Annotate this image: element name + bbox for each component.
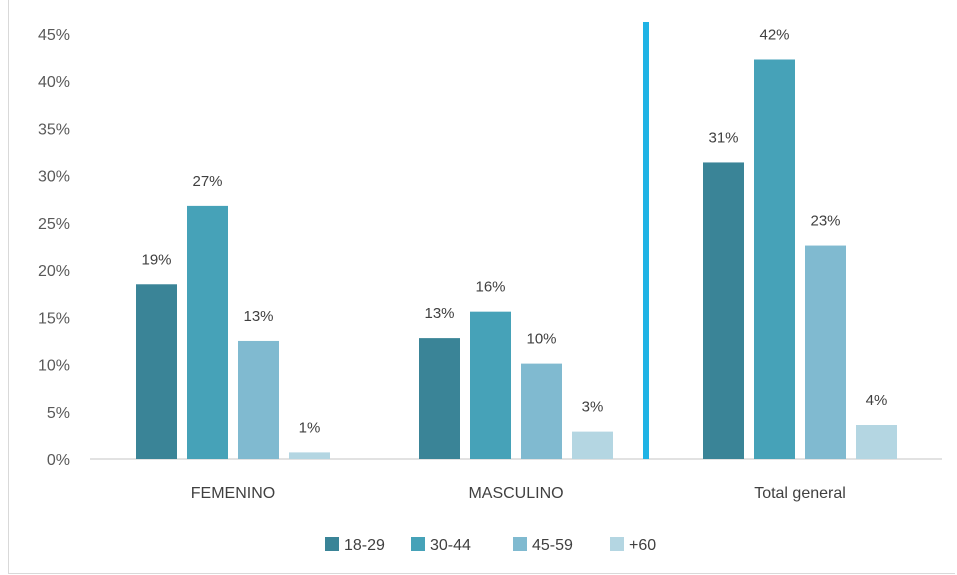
x-axis: FEMENINO MASCULINO Total general	[191, 485, 846, 502]
bar	[856, 425, 897, 459]
bar-data-label: 42%	[759, 27, 789, 44]
legend-label: 18-29	[344, 537, 385, 554]
y-tick-label: 20%	[38, 263, 70, 280]
bar	[754, 59, 795, 459]
separator-line	[643, 22, 649, 459]
y-tick-label: 45%	[38, 27, 70, 44]
legend-label: +60	[629, 537, 656, 554]
bar	[470, 311, 511, 459]
bar-data-label: 19%	[141, 251, 171, 268]
bar-data-label: 10%	[526, 331, 556, 348]
legend-swatch	[513, 537, 527, 551]
bar-data-label: 13%	[243, 308, 273, 325]
legend-label: 30-44	[430, 537, 471, 554]
legend-label: 45-59	[532, 537, 573, 554]
x-category-label: MASCULINO	[468, 485, 563, 502]
y-axis: 0% 5% 10% 15% 20% 25% 30% 35% 40% 45%	[38, 27, 70, 469]
bar	[238, 340, 279, 459]
bar	[703, 162, 744, 459]
bar-data-label: 4%	[866, 392, 888, 409]
bars	[136, 59, 897, 459]
y-tick-label: 10%	[38, 358, 70, 375]
bar	[521, 363, 562, 459]
x-category-label: Total general	[754, 485, 846, 502]
y-tick-label: 15%	[38, 310, 70, 327]
y-tick-label: 30%	[38, 169, 70, 186]
y-tick-label: 25%	[38, 216, 70, 233]
y-tick-label: 5%	[47, 405, 70, 422]
bar	[419, 338, 460, 459]
bar-data-label: 1%	[299, 419, 321, 436]
bar	[136, 284, 177, 459]
legend: 18-29 30-44 45-59 +60	[325, 537, 656, 554]
y-tick-label: 35%	[38, 121, 70, 138]
legend-swatch	[325, 537, 339, 551]
bar-data-label: 13%	[424, 305, 454, 322]
bar	[187, 205, 228, 459]
bar	[805, 245, 846, 459]
bar	[289, 452, 330, 459]
bar-data-label: 3%	[582, 399, 604, 416]
bar-data-label: 23%	[810, 213, 840, 230]
y-tick-label: 0%	[47, 452, 70, 469]
bar-data-label: 31%	[708, 129, 738, 146]
y-tick-label: 40%	[38, 74, 70, 91]
bar-data-label: 16%	[475, 279, 505, 296]
bar-data-label: 27%	[192, 173, 222, 190]
legend-swatch	[610, 537, 624, 551]
x-category-label: FEMENINO	[191, 485, 275, 502]
bar	[572, 431, 613, 459]
chart-frame	[8, 0, 955, 574]
data-labels: 19% 27% 13% 1% 13% 16% 10% 3% 31% 42% 23% 4%	[141, 27, 887, 437]
legend-swatch	[411, 537, 425, 551]
